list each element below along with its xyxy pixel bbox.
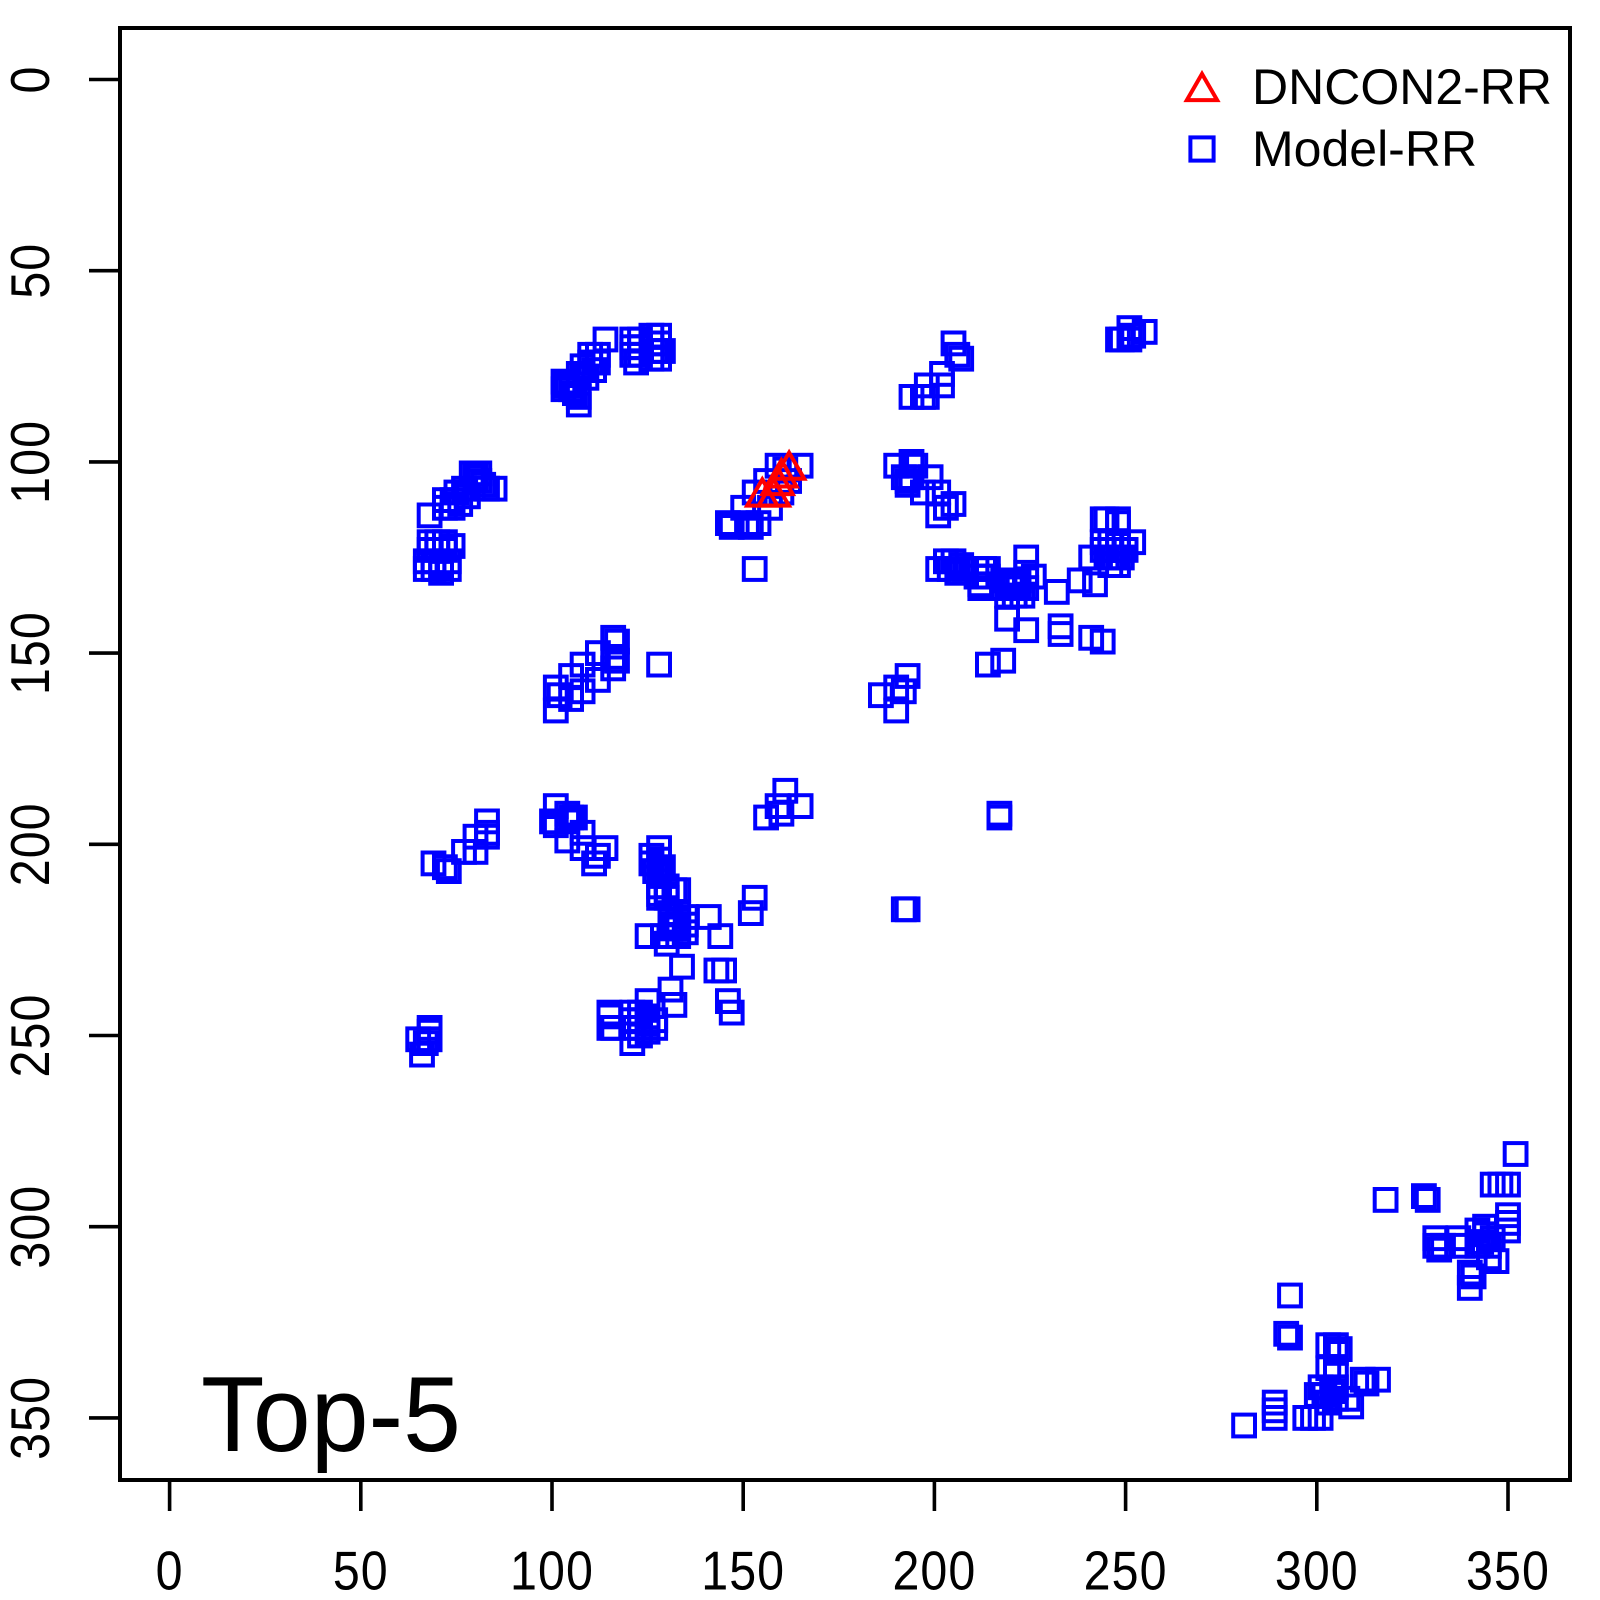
svg-text:50: 50 <box>333 1540 389 1600</box>
svg-text:350: 350 <box>1466 1540 1550 1600</box>
svg-text:0: 0 <box>0 66 61 94</box>
svg-text:150: 150 <box>0 611 61 695</box>
svg-text:150: 150 <box>701 1540 785 1600</box>
svg-text:100: 100 <box>510 1540 594 1600</box>
svg-text:200: 200 <box>0 802 61 886</box>
svg-text:300: 300 <box>1275 1540 1359 1600</box>
svg-text:100: 100 <box>0 420 61 504</box>
svg-text:350: 350 <box>0 1376 61 1460</box>
svg-text:0: 0 <box>156 1540 184 1600</box>
svg-text:250: 250 <box>1084 1540 1168 1600</box>
svg-text:Top-5: Top-5 <box>201 1356 461 1475</box>
svg-text:300: 300 <box>0 1185 61 1269</box>
svg-text:DNCON2-RR: DNCON2-RR <box>1252 59 1552 115</box>
svg-text:50: 50 <box>0 243 61 299</box>
svg-text:200: 200 <box>892 1540 976 1600</box>
svg-text:250: 250 <box>0 994 61 1078</box>
svg-text:Model-RR: Model-RR <box>1252 121 1477 177</box>
